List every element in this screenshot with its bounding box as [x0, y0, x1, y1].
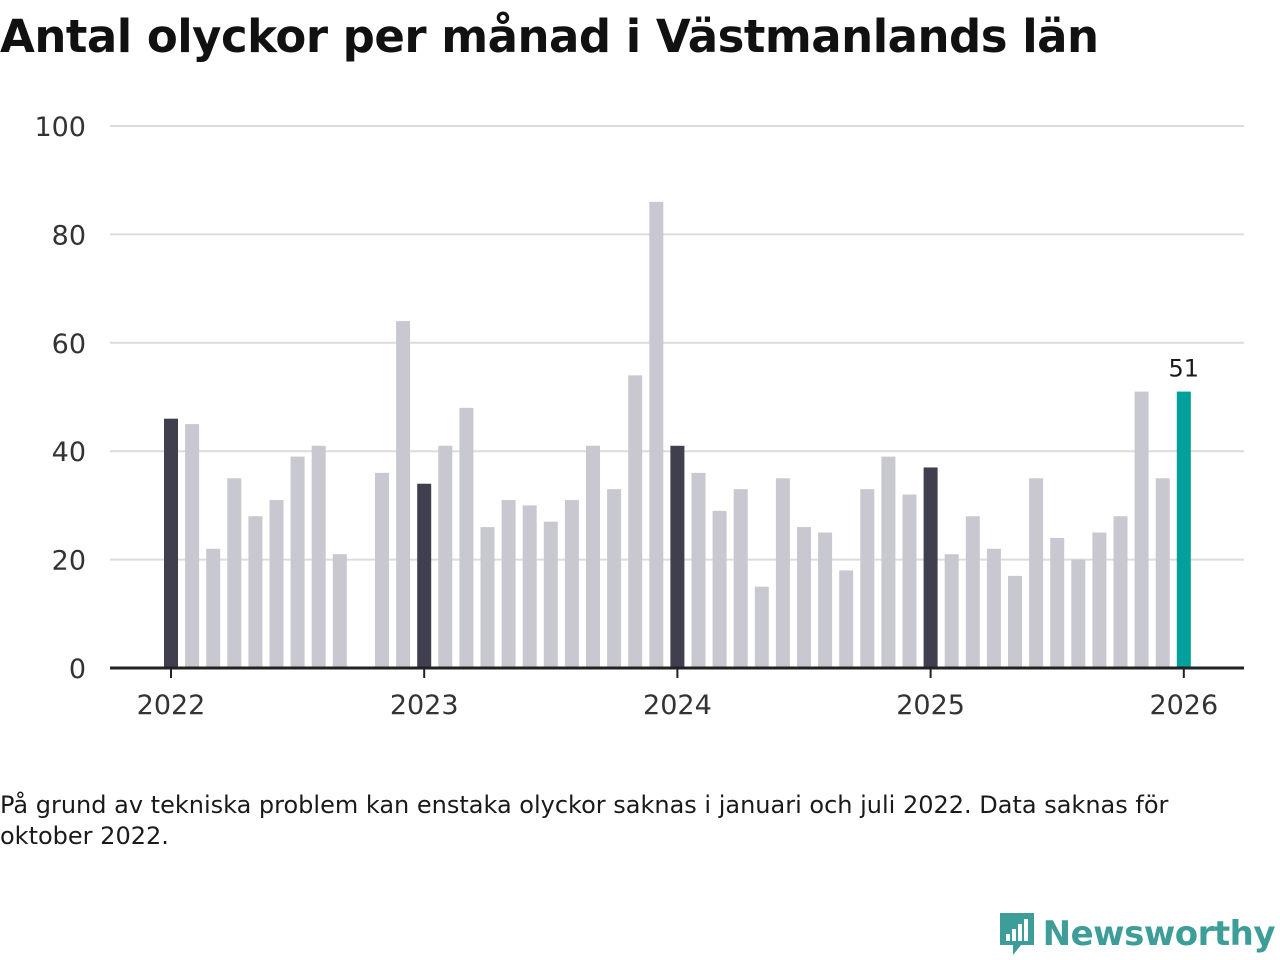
bar	[543, 521, 558, 668]
data-labels: 51	[1169, 355, 1200, 383]
bar	[1029, 478, 1044, 668]
bar	[417, 483, 432, 668]
y-tick-label: 0	[69, 654, 86, 685]
bar	[248, 516, 263, 668]
y-tick-label: 20	[52, 546, 86, 577]
y-tick-label: 80	[52, 220, 86, 251]
bars	[164, 201, 1191, 668]
bar	[775, 478, 790, 668]
x-axis: 2022 2023 2024 2025 2026	[110, 666, 1244, 721]
bar	[1008, 575, 1022, 668]
bar	[712, 510, 727, 668]
footnote: På grund av tekniska problem kan enstaka…	[0, 791, 1169, 850]
bar	[438, 445, 453, 668]
y-tick-label: 100	[34, 112, 86, 143]
brand-logo[interactable]: Newsworthy	[997, 910, 1276, 958]
bar	[923, 467, 938, 668]
x-tick-label: 2026	[1149, 690, 1218, 721]
bar	[1176, 391, 1191, 668]
bar	[860, 489, 875, 668]
bar	[818, 532, 833, 668]
bar	[754, 586, 769, 668]
newsworthy-chart-logo-icon	[999, 913, 1034, 955]
bar-chart: 0 20 40 60 80 100 2022 2023 2024 2025 2026 51	[34, 112, 1244, 721]
bar	[1092, 532, 1107, 668]
bar	[164, 418, 178, 668]
bar	[839, 570, 854, 668]
brand-name: Newsworthy	[1042, 914, 1276, 954]
bar	[1113, 516, 1128, 668]
y-axis-labels: 0 20 40 60 80 100	[34, 112, 86, 685]
data-label-latest: 51	[1169, 355, 1200, 383]
bar	[1050, 537, 1065, 668]
bar	[522, 505, 537, 668]
x-tick-label: 2024	[643, 690, 712, 721]
bar	[396, 321, 411, 668]
bar	[649, 201, 664, 668]
x-tick-label: 2023	[390, 690, 459, 721]
bar	[227, 478, 242, 668]
bar	[691, 472, 706, 668]
y-tick-label: 40	[52, 437, 86, 468]
bar	[1071, 559, 1086, 668]
bar	[797, 527, 811, 668]
bar	[1134, 391, 1149, 668]
bar	[269, 499, 284, 668]
bar	[375, 472, 389, 668]
bar	[586, 445, 600, 668]
y-tick-label: 60	[52, 329, 86, 360]
bar	[607, 489, 622, 668]
bar	[501, 499, 516, 668]
bar	[1155, 478, 1170, 668]
bar	[628, 375, 643, 668]
bar	[290, 456, 305, 668]
bar	[944, 554, 959, 668]
bar	[564, 499, 579, 668]
bar	[902, 494, 917, 668]
bar	[311, 445, 326, 668]
x-tick-label: 2022	[137, 690, 206, 721]
bar	[459, 407, 474, 668]
x-tick-label: 2025	[896, 690, 965, 721]
bar	[480, 527, 495, 668]
bar	[670, 445, 685, 668]
chart-title: Antal olyckor per månad i Västmanlands l…	[0, 10, 1099, 63]
bar	[206, 548, 221, 668]
bar	[986, 548, 1001, 668]
bar	[185, 424, 200, 668]
bar	[881, 456, 896, 668]
bar	[733, 489, 748, 668]
bar	[332, 554, 347, 668]
bar	[965, 516, 980, 668]
